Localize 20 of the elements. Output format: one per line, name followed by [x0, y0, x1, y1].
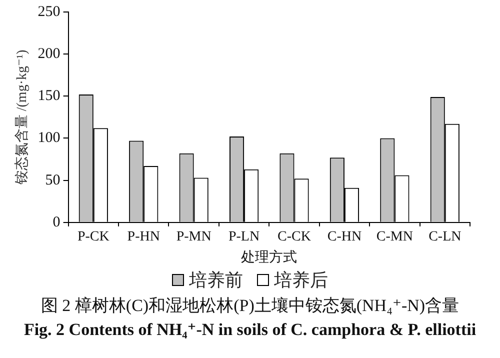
- x-tick-label: C-CK: [278, 229, 311, 244]
- x-tick-label: C-MN: [376, 229, 413, 244]
- x-tick-label: C-LN: [428, 229, 462, 244]
- x-tick-label: P-LN: [228, 229, 260, 244]
- y-tick-label: 0: [52, 214, 60, 230]
- legend-label: 培养前: [189, 269, 243, 291]
- x-axis-title: 处理方式: [241, 249, 298, 266]
- x-tick-label: P-HN: [127, 229, 160, 244]
- x-tick-label: P-CK: [77, 229, 110, 244]
- x-tick-label: C-HN: [327, 229, 362, 244]
- y-tick-label: 150: [38, 88, 60, 104]
- y-axis-title: 铵态氮含量 /(mg·kg⁻¹): [14, 49, 30, 186]
- y-tick-label: 100: [38, 130, 60, 146]
- caption: Fig. 2 Contents of NH₄⁺-N in soils of C. camphora & P. elliottii: [22, 319, 478, 341]
- caption: 图 2 樟树林(C)和湿地松林(P)土壤中铵态氮(NH₄⁺-N)含量: [40, 295, 460, 317]
- x-tick-label: P-MN: [176, 229, 212, 244]
- y-tick-label: 250: [38, 4, 60, 20]
- text: 培养后: [274, 269, 328, 291]
- y-tick-label: 50: [45, 172, 60, 188]
- y-tick-label: 200: [38, 46, 60, 62]
